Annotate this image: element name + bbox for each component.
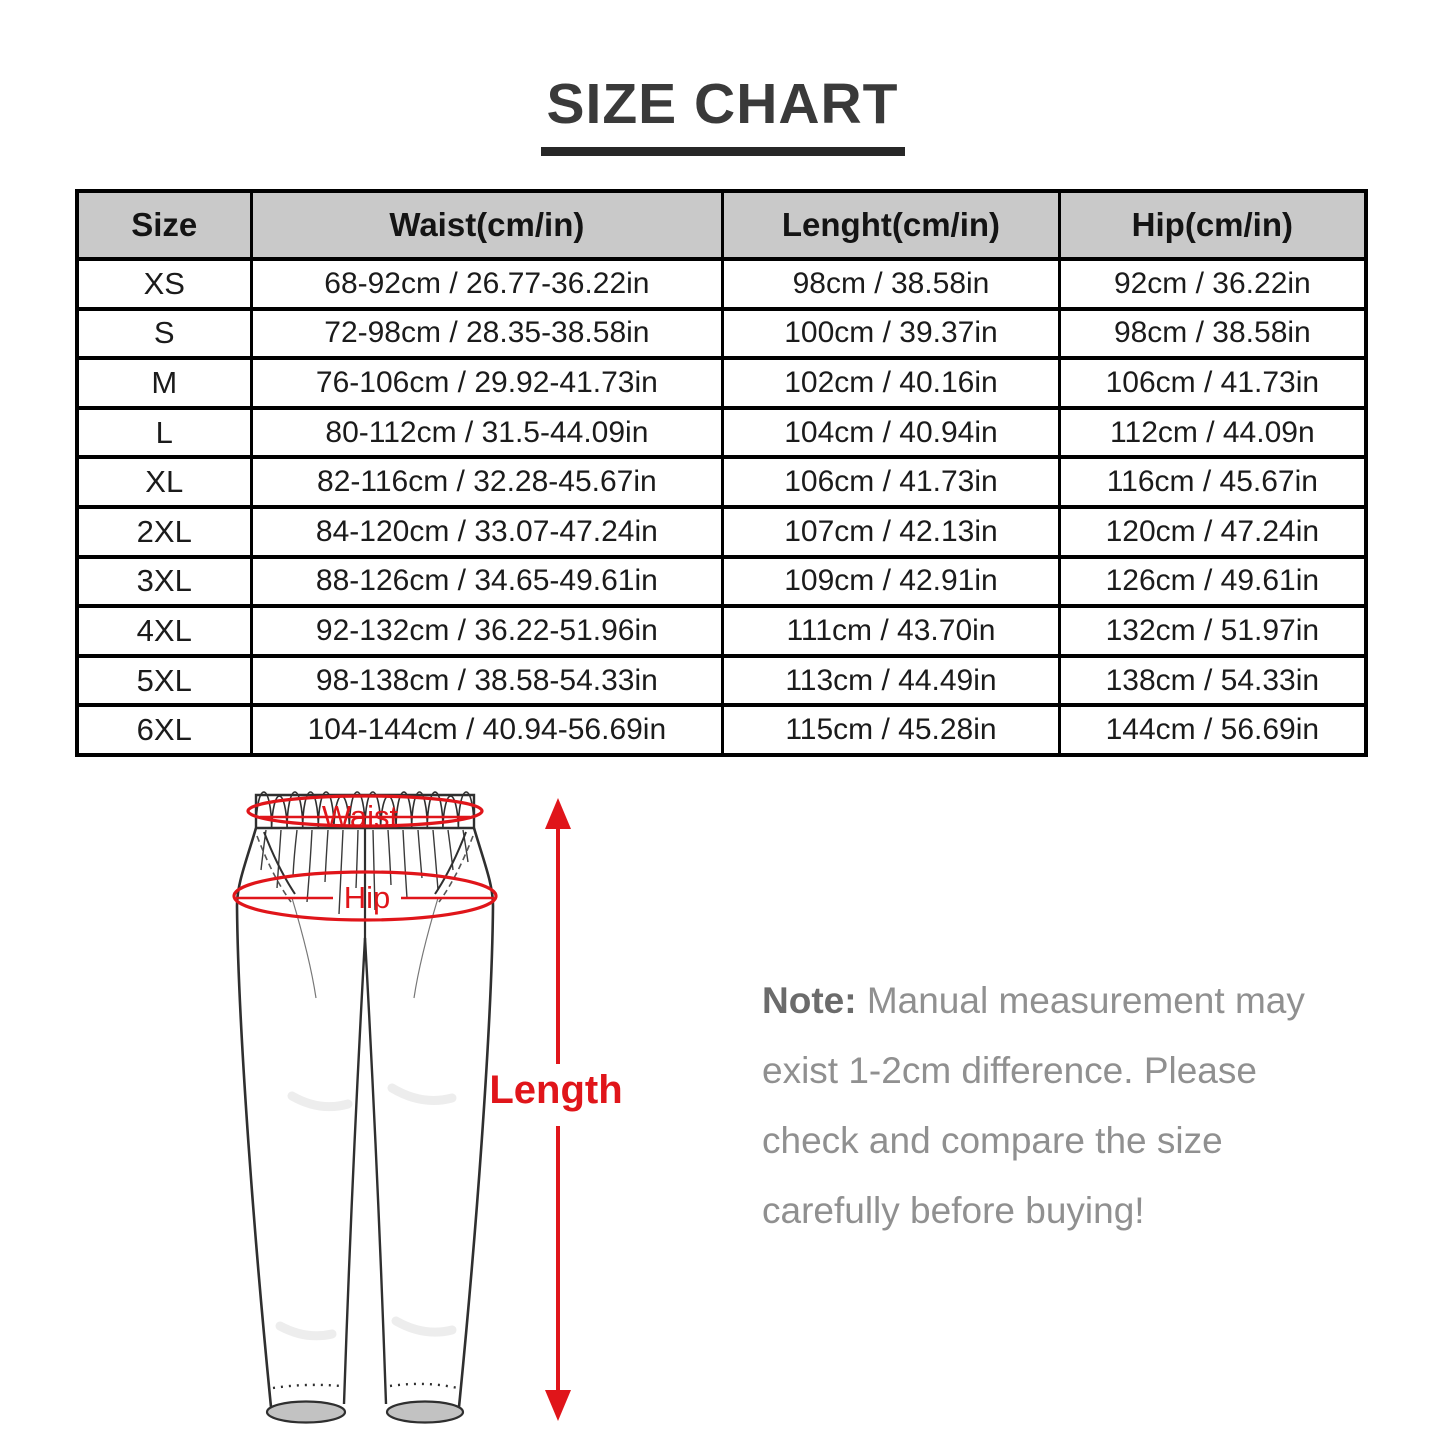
- note-label: Note:: [762, 980, 857, 1021]
- header-length: Lenght(cm/in): [721, 189, 1061, 261]
- note-text: Note: Manual measurement may exist 1-2cm…: [762, 966, 1362, 1246]
- measurement-cell: 115cm / 45.28in: [721, 703, 1061, 757]
- size-cell: 5XL: [75, 654, 253, 708]
- measurement-cell: 98-138cm / 38.58-54.33in: [249, 654, 725, 708]
- note-line: carefully before buying!: [762, 1190, 1145, 1231]
- measurement-cell: 109cm / 42.91in: [721, 555, 1061, 609]
- table-row: S 72-98cm / 28.35-38.58in 100cm / 39.37in 9…: [75, 307, 1368, 361]
- waist-label: Waist: [322, 799, 399, 834]
- size-cell: XL: [75, 455, 253, 509]
- size-cell: L: [75, 406, 253, 460]
- note-line: Note: Manual measurement may: [762, 966, 1362, 1036]
- table-row: XS 68-92cm / 26.77-36.22in 98cm / 38.58in 9…: [75, 257, 1368, 311]
- measurement-cell: 92cm / 36.22in: [1057, 257, 1368, 311]
- measurement-cell: 104-144cm / 40.94-56.69in: [249, 703, 725, 757]
- measurement-cell: 116cm / 45.67in: [1057, 455, 1368, 509]
- measurement-cell: 106cm / 41.73in: [1057, 356, 1368, 410]
- size-cell: 6XL: [75, 703, 253, 757]
- measurement-cell: 92-132cm / 36.22-51.96in: [249, 604, 725, 658]
- pants-measurement-diagram: Waist Hip Length: [232, 791, 623, 1424]
- measurement-cell: 111cm / 43.70in: [721, 604, 1061, 658]
- waist-ellipse: [246, 794, 484, 828]
- size-cell: XS: [75, 257, 253, 311]
- measurement-cell: 68-92cm / 26.77-36.22in: [249, 257, 725, 311]
- header-row: Size Waist(cm/in) Lenght(cm/in) Hip(cm/i…: [75, 189, 1368, 261]
- pants-outline: [235, 791, 495, 1424]
- table-row: 3XL 88-126cm / 34.65-49.61in 109cm / 42.91…: [75, 555, 1368, 609]
- table-row: 6XL 104-144cm / 40.94-56.69in 115cm / 45.2…: [75, 703, 1368, 757]
- measurement-cell: 84-120cm / 33.07-47.24in: [249, 505, 725, 559]
- note-line: check and compare the size: [762, 1120, 1223, 1161]
- size-table: Size Waist(cm/in) Lenght(cm/in) Hip(cm/i…: [75, 189, 1368, 757]
- measurement-cell: 88-126cm / 34.65-49.61in: [249, 555, 725, 609]
- table-row: 4XL 92-132cm / 36.22-51.96in 111cm / 43.70…: [75, 604, 1368, 658]
- measurement-cell: 80-112cm / 31.5-44.09in: [249, 406, 725, 460]
- length-label: Length: [489, 1068, 622, 1112]
- measurement-cell: 72-98cm / 28.35-38.58in: [249, 307, 725, 361]
- table-row: M 76-106cm / 29.92-41.73in 102cm / 40.16in…: [75, 356, 1368, 410]
- header-size: Size: [75, 189, 253, 261]
- measurement-cell: 104cm / 40.94in: [721, 406, 1061, 460]
- header-hip: Hip(cm/in): [1057, 189, 1368, 261]
- measurement-cell: 112cm / 44.09n: [1057, 406, 1368, 460]
- size-cell: 3XL: [75, 555, 253, 609]
- measurement-cell: 113cm / 44.49in: [721, 654, 1061, 708]
- size-cell: 4XL: [75, 604, 253, 658]
- measurement-annotations: Waist Hip Length: [232, 794, 623, 1421]
- measurement-cell: 106cm / 41.73in: [721, 455, 1061, 509]
- size-cell: 2XL: [75, 505, 253, 559]
- table-row: 5XL 98-138cm / 38.58-54.33in 113cm / 44.49…: [75, 654, 1368, 708]
- size-cell: S: [75, 307, 253, 361]
- hip-label: Hip: [344, 880, 391, 915]
- size-table-header: Size Waist(cm/in) Lenght(cm/in) Hip(cm/i…: [75, 189, 1368, 261]
- measurement-cell: 144cm / 56.69in: [1057, 703, 1368, 757]
- measurement-cell: 82-116cm / 32.28-45.67in: [249, 455, 725, 509]
- page-title: SIZE CHART: [540, 76, 905, 156]
- measurement-cell: 98cm / 38.58in: [1057, 307, 1368, 361]
- table-row: XL 82-116cm / 32.28-45.67in 106cm / 41.73i…: [75, 455, 1368, 509]
- size-table-body: XS 68-92cm / 26.77-36.22in 98cm / 38.58in 9…: [75, 257, 1368, 757]
- length-arrow: [545, 798, 571, 1421]
- header-waist: Waist(cm/in): [249, 189, 725, 261]
- table-row: 2XL 84-120cm / 33.07-47.24in 107cm / 42.13…: [75, 505, 1368, 559]
- measurement-cell: 132cm / 51.97in: [1057, 604, 1368, 658]
- table-row: L 80-112cm / 31.5-44.09in 104cm / 40.94in 1…: [75, 406, 1368, 460]
- size-cell: M: [75, 356, 253, 410]
- note-line: exist 1-2cm difference. Please: [762, 1050, 1257, 1091]
- measurement-cell: 138cm / 54.33in: [1057, 654, 1368, 708]
- measurement-cell: 107cm / 42.13in: [721, 505, 1061, 559]
- measurement-cell: 100cm / 39.37in: [721, 307, 1061, 361]
- measurement-cell: 126cm / 49.61in: [1057, 555, 1368, 609]
- leg-shading: [275, 1083, 457, 1341]
- measurement-cell: 98cm / 38.58in: [721, 257, 1061, 311]
- hip-ellipse: [232, 870, 498, 922]
- note-line-text: Manual measurement may: [866, 980, 1305, 1021]
- measurement-cell: 120cm / 47.24in: [1057, 505, 1368, 559]
- measurement-cell: 76-106cm / 29.92-41.73in: [249, 356, 725, 410]
- page-title-wrap: SIZE CHART: [0, 76, 1445, 156]
- measurement-cell: 102cm / 40.16in: [721, 356, 1061, 410]
